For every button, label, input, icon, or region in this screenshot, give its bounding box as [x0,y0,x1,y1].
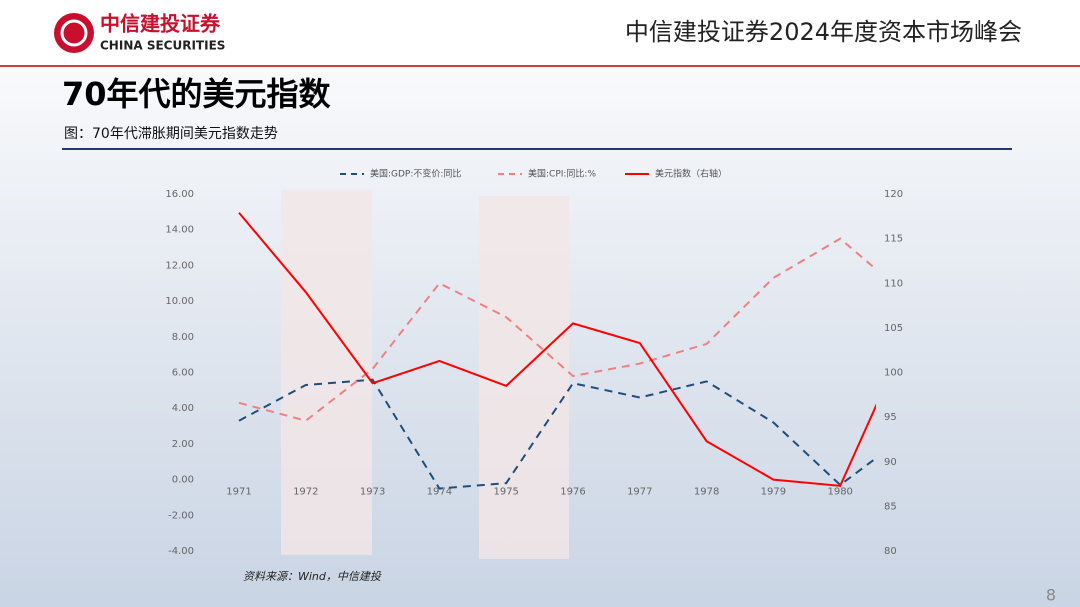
y-tick-label: 16.00 [165,189,194,200]
figure-caption: 图：70年代滞胀期间美元指数走势 [64,126,278,142]
shaded-period [479,196,569,559]
y2-tick-label: 85 [884,501,897,512]
y2-tick-label: 95 [884,412,897,423]
y2-tick-label: 110 [884,278,903,289]
lines [238,212,876,490]
y-tick-label: -4.00 [168,546,194,557]
series-line [238,237,876,422]
y2-tick-label: 115 [884,234,903,245]
y-tick-label: 2.00 [172,439,194,450]
source-note: 资料来源：Wind，中信建投 [243,570,382,583]
y2-tick-label: 100 [884,368,903,379]
y2-tick-label: 120 [884,189,903,200]
y-tick-label: 0.00 [172,475,194,486]
x-tick-label: 1971 [226,487,251,498]
x-tick-label: 1972 [293,487,318,498]
x-tick-label: 1980 [827,487,852,498]
y-tick-label: 12.00 [165,260,194,271]
y-tick-label: 14.00 [165,225,194,236]
logo-mark [54,13,94,53]
series-line [238,212,876,487]
y2-tick-label: 90 [884,457,897,468]
header-title: 中信建投证券2024年度资本市场峰会 [625,18,1022,46]
x-tick-label: 1973 [360,487,385,498]
x-tick-label: 1974 [427,487,452,498]
y-tick-label: 8.00 [172,332,194,343]
page-number: 8 [1046,586,1056,605]
legend-label: 美国:GDP:不变价:同比 [370,168,461,180]
x-tick-label: 1975 [493,487,518,498]
x-tick-label: 1979 [761,487,786,498]
y2-tick-label: 80 [884,546,897,557]
page-title: 70年代的美元指数 [62,75,332,113]
y-tick-label: 10.00 [165,296,194,307]
y-tick-label: 4.00 [172,403,194,414]
x-tick-label: 1976 [560,487,585,498]
header-bar [0,0,1080,66]
logo-cn: 中信建投证券 [100,12,221,36]
logo-ring [60,19,88,47]
y-tick-label: 6.00 [172,368,194,379]
x-tick-label: 1978 [694,487,719,498]
y-tick-label: -2.00 [168,510,194,521]
shaded-period [281,190,372,555]
y2-tick-label: 105 [884,323,903,334]
x-tick-label: 1977 [627,487,652,498]
series-line [238,378,876,490]
legend-label: 美元指数（右轴） [655,168,727,180]
legend-label: 美国:CPI:同比:% [528,168,596,180]
logo-en: CHINA SECURITIES [100,39,225,53]
